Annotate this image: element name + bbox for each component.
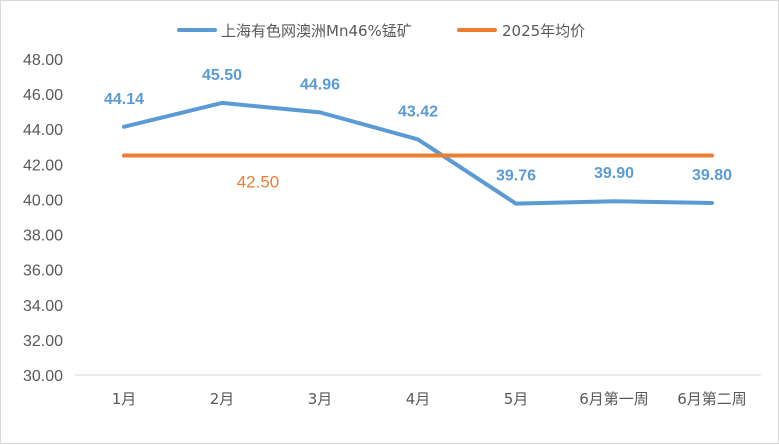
legend-item-manganese-ore: 上海有色网澳洲Mn46%锰矿 <box>177 22 412 40</box>
y-tick-label: 48.00 <box>23 52 63 69</box>
y-tick-label: 42.00 <box>23 157 63 174</box>
average-data-label: 42.50 <box>237 173 280 192</box>
series-line-manganese-ore <box>122 100 714 206</box>
legend: 上海有色网澳洲Mn46%锰矿 2025年均价 <box>177 22 585 40</box>
data-label: 39.76 <box>496 168 536 185</box>
y-tick-label: 32.00 <box>23 333 63 350</box>
y-tick-label: 30.00 <box>23 368 63 385</box>
x-tick-label: 3月 <box>308 390 333 408</box>
legend-item-2025-average: 2025年均价 <box>457 22 585 40</box>
series-lines <box>122 100 714 206</box>
x-tick-label: 6月第一周 <box>579 390 649 408</box>
y-tick-label: 36.00 <box>23 263 63 280</box>
y-tick-label: 46.00 <box>23 87 63 104</box>
data-label: 44.14 <box>104 91 144 108</box>
y-tick-label: 44.00 <box>23 122 63 139</box>
legend-label: 2025年均价 <box>502 22 585 40</box>
data-label: 39.90 <box>594 165 634 182</box>
data-labels: 44.14 45.50 44.96 43.42 39.76 39.90 39.80 42.50 <box>104 67 732 192</box>
data-label: 39.80 <box>692 167 732 184</box>
x-tick-label: 6月第二周 <box>677 390 747 408</box>
y-tick-label: 34.00 <box>23 298 63 315</box>
y-tick-label: 38.00 <box>23 228 63 245</box>
x-tick-label: 1月 <box>112 390 137 408</box>
x-tick-label: 5月 <box>504 390 529 408</box>
x-tick-label: 2月 <box>210 390 235 408</box>
data-label: 43.42 <box>398 103 438 120</box>
y-tick-label: 40.00 <box>23 192 63 209</box>
y-axis: 30.00 32.00 34.00 36.00 38.00 40.00 42.00 44.00… <box>23 52 63 385</box>
drop-lines <box>123 102 713 375</box>
data-label: 44.96 <box>300 76 340 93</box>
legend-label: 上海有色网澳洲Mn46%锰矿 <box>221 22 412 40</box>
x-tick-label: 4月 <box>406 390 431 408</box>
x-axis: 1月 2月 3月 4月 5月 6月第一周 6月第二周 <box>75 374 761 408</box>
data-label: 45.50 <box>202 67 242 84</box>
